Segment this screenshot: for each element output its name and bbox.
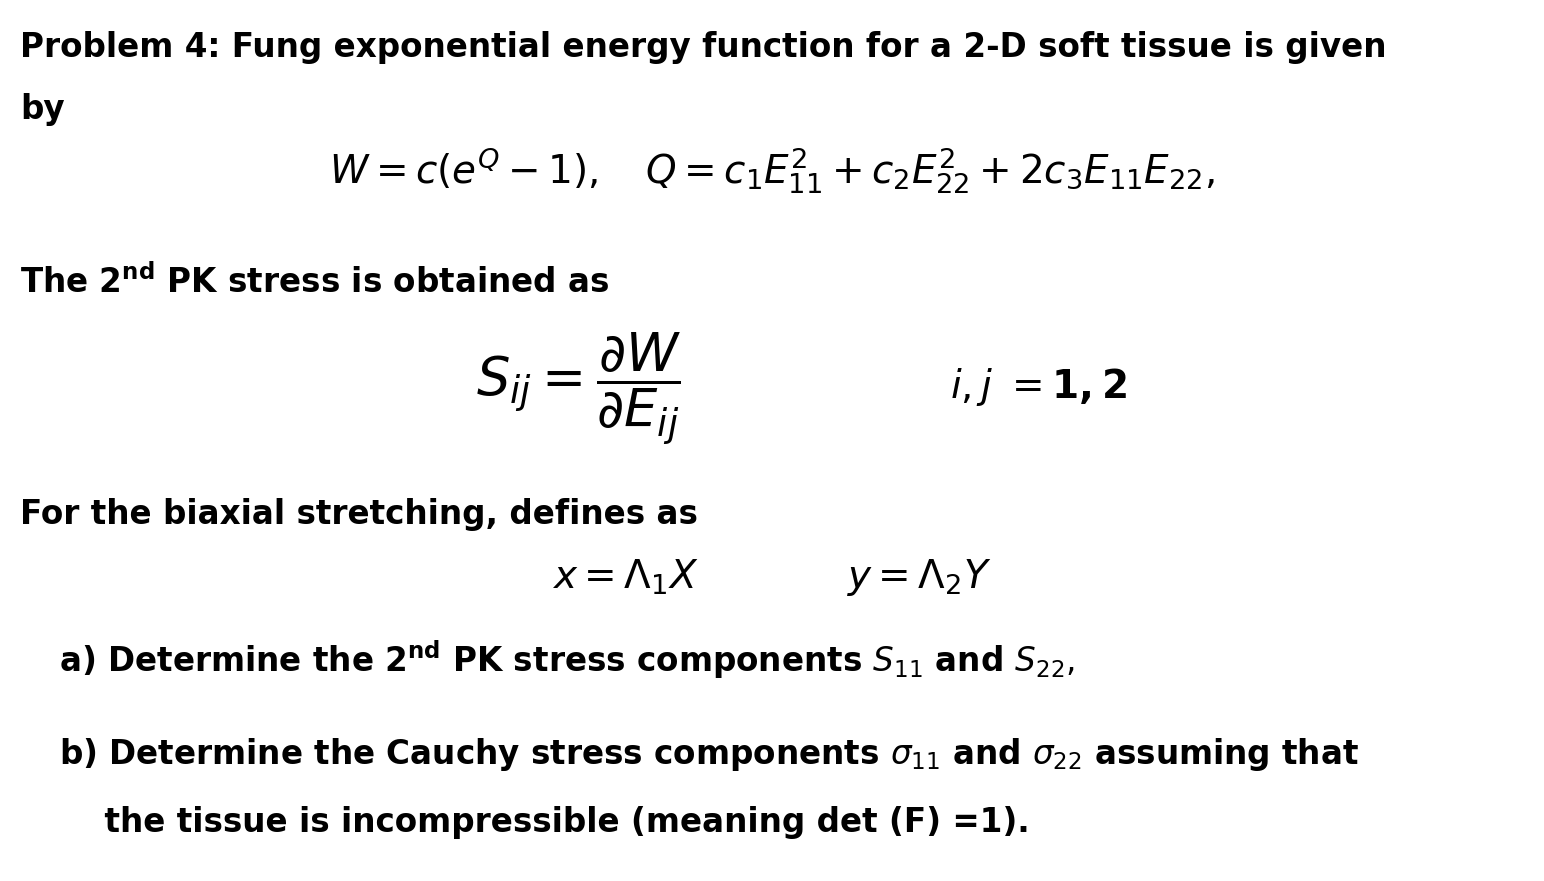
Text: The 2$^{\mathregular{nd}}$ PK stress is obtained as: The 2$^{\mathregular{nd}}$ PK stress is … xyxy=(20,264,610,300)
Text: a) Determine the 2$^{\mathregular{nd}}$ PK stress components $S_{11}$ and $S_{22: a) Determine the 2$^{\mathregular{nd}}$ … xyxy=(59,639,1075,681)
Text: For the biaxial stretching, defines as: For the biaxial stretching, defines as xyxy=(20,498,698,530)
Text: Problem 4: Fung exponential energy function for a 2-D soft tissue is given: Problem 4: Fung exponential energy funct… xyxy=(20,31,1387,63)
Text: b) Determine the Cauchy stress components $\sigma_{11}$ and $\sigma_{22}$ assumi: b) Determine the Cauchy stress component… xyxy=(59,736,1359,773)
Text: $S_{ij} = \dfrac{\partial W}{\partial E_{ij}}$: $S_{ij} = \dfrac{\partial W}{\partial E_… xyxy=(477,330,681,447)
Text: $W = c\left(e^{Q} - 1\right), \quad Q = c_1 E_{11}^2 + c_2 E_{22}^2 + 2c_3 E_{11: $W = c\left(e^{Q} - 1\right), \quad Q = … xyxy=(329,145,1215,196)
Text: $x = \Lambda_1 X \qquad\qquad y = \Lambda_2 Y$: $x = \Lambda_1 X \qquad\qquad y = \Lambd… xyxy=(553,557,991,598)
Text: the tissue is incompressible (meaning det (F) =1).: the tissue is incompressible (meaning de… xyxy=(59,806,1030,839)
Text: $\mathit{i,j}\ =\mathbf{1,2}$: $\mathit{i,j}\ =\mathbf{1,2}$ xyxy=(950,366,1127,408)
Text: by: by xyxy=(20,93,65,125)
